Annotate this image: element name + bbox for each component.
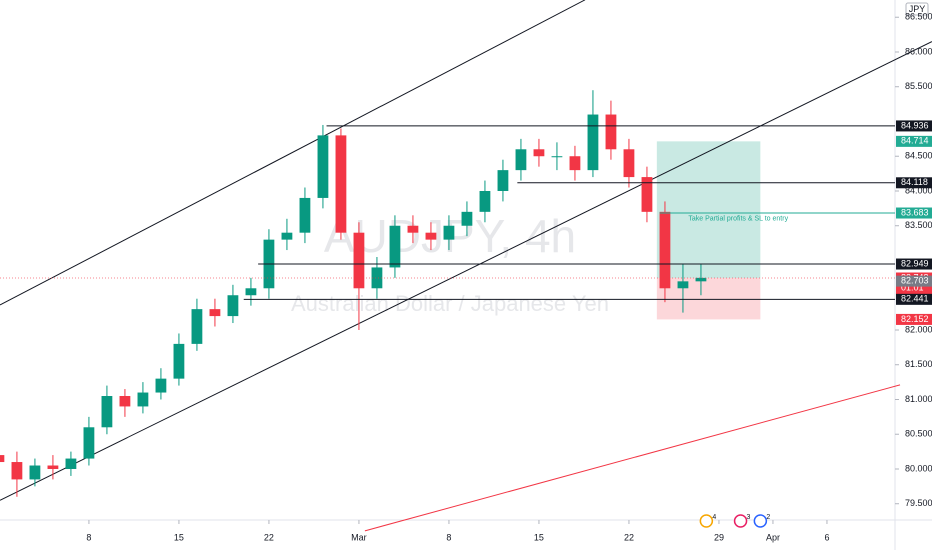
x-tick-label: 15 <box>174 532 184 542</box>
event-count: 3 <box>747 514 751 521</box>
candle-body <box>515 149 527 171</box>
price-tag-label: 83.683 <box>901 207 929 217</box>
candle-body <box>299 197 311 233</box>
price-tag <box>896 207 932 219</box>
candle-body <box>155 378 167 393</box>
stop-zone <box>656 278 761 320</box>
candle-body <box>677 281 689 289</box>
candle-body <box>641 177 653 212</box>
y-tick-label: 79.500 <box>905 498 932 508</box>
candle-body <box>425 232 437 240</box>
x-tick-label: 29 <box>714 532 724 542</box>
candle-body <box>371 267 383 289</box>
target-zone <box>656 141 761 279</box>
event-icon[interactable] <box>753 514 768 528</box>
candle-body <box>101 396 113 428</box>
candle-body <box>443 225 455 240</box>
x-tick-label: 8 <box>86 532 91 542</box>
trend-line <box>0 41 932 501</box>
candle-body <box>407 225 419 233</box>
event-icon[interactable] <box>699 514 714 528</box>
event-count: 2 <box>766 514 770 521</box>
y-tick-label: 81.500 <box>905 359 932 369</box>
candle-body <box>281 232 293 240</box>
candle-body <box>479 190 491 212</box>
candle-body <box>227 295 239 317</box>
candle-body <box>47 465 59 469</box>
candle-body <box>497 170 509 191</box>
y-tick-label: 86.500 <box>905 12 932 22</box>
price-tag <box>896 275 932 287</box>
y-tick-label: 82.000 <box>905 324 932 334</box>
currency[interactable]: JPY <box>909 4 926 14</box>
trend-line <box>0 0 586 306</box>
price-tag <box>896 293 932 305</box>
candle-body <box>173 343 185 379</box>
candle-body <box>317 135 329 198</box>
candle-body <box>695 277 707 282</box>
y-tick-label: 84.000 <box>905 185 932 195</box>
countdown: 01:01 <box>901 282 924 292</box>
price-tag-label: 84.936 <box>901 120 929 130</box>
y-tick-label: 85.500 <box>905 81 932 91</box>
watermark-subtitle: Australian Dollar / Japanese Yen <box>291 291 609 316</box>
x-tick-label: Apr <box>766 532 780 542</box>
candle-body <box>335 135 347 233</box>
candle-body <box>137 392 149 407</box>
y-tick-label: 84.500 <box>905 151 932 161</box>
price-tag-label: 82.152 <box>901 314 929 324</box>
y-tick-label: 80.000 <box>905 463 932 473</box>
candle-body <box>119 396 131 407</box>
x-tick-label: 6 <box>824 532 829 542</box>
trend-line <box>364 384 901 532</box>
x-tick-label: Mar <box>351 532 367 542</box>
price-tag <box>896 258 932 270</box>
price-tag-label: 84.118 <box>901 177 928 187</box>
candle-body <box>29 465 41 480</box>
currency-box[interactable] <box>905 2 929 16</box>
candle-body <box>659 211 671 289</box>
x-tick-label: 8 <box>446 532 451 542</box>
annotation: Take Partial profits & SL to entry <box>688 216 788 223</box>
candle-body <box>551 156 563 158</box>
candle-body <box>587 114 599 171</box>
candle-body <box>389 225 401 268</box>
price-tag <box>896 135 932 147</box>
x-tick-label: 15 <box>534 532 544 542</box>
price-tag <box>896 177 932 189</box>
candle-body <box>605 114 617 150</box>
y-tick-label: 86.000 <box>905 46 932 56</box>
candle-body <box>83 427 95 459</box>
event-icon[interactable] <box>733 514 748 528</box>
price-tag-label: 82.441 <box>901 294 929 304</box>
x-tick-label: 22 <box>264 532 274 542</box>
event-count: 4 <box>712 514 716 521</box>
price-tag-label: 82.703 <box>901 276 929 286</box>
candle-body <box>11 462 23 480</box>
price-tag <box>896 120 932 132</box>
candle-body <box>623 149 635 178</box>
price-tag <box>896 313 932 325</box>
candle-body <box>209 309 221 317</box>
price-tag-label: 82.949 <box>901 258 929 268</box>
candle-body <box>245 288 257 296</box>
y-tick-label: 80.500 <box>905 429 932 439</box>
candle-body <box>569 156 581 171</box>
candle-body <box>65 458 77 469</box>
candle-body <box>533 149 545 157</box>
y-tick-label: 81.000 <box>905 394 932 404</box>
candle-body <box>0 455 5 463</box>
y-tick-label: 83.500 <box>905 220 932 230</box>
candle-body <box>461 211 473 226</box>
candle-body <box>191 309 203 344</box>
x-tick-label: 22 <box>624 532 634 542</box>
price-tag-label: 84.714 <box>901 136 929 146</box>
candle-body <box>353 232 365 289</box>
